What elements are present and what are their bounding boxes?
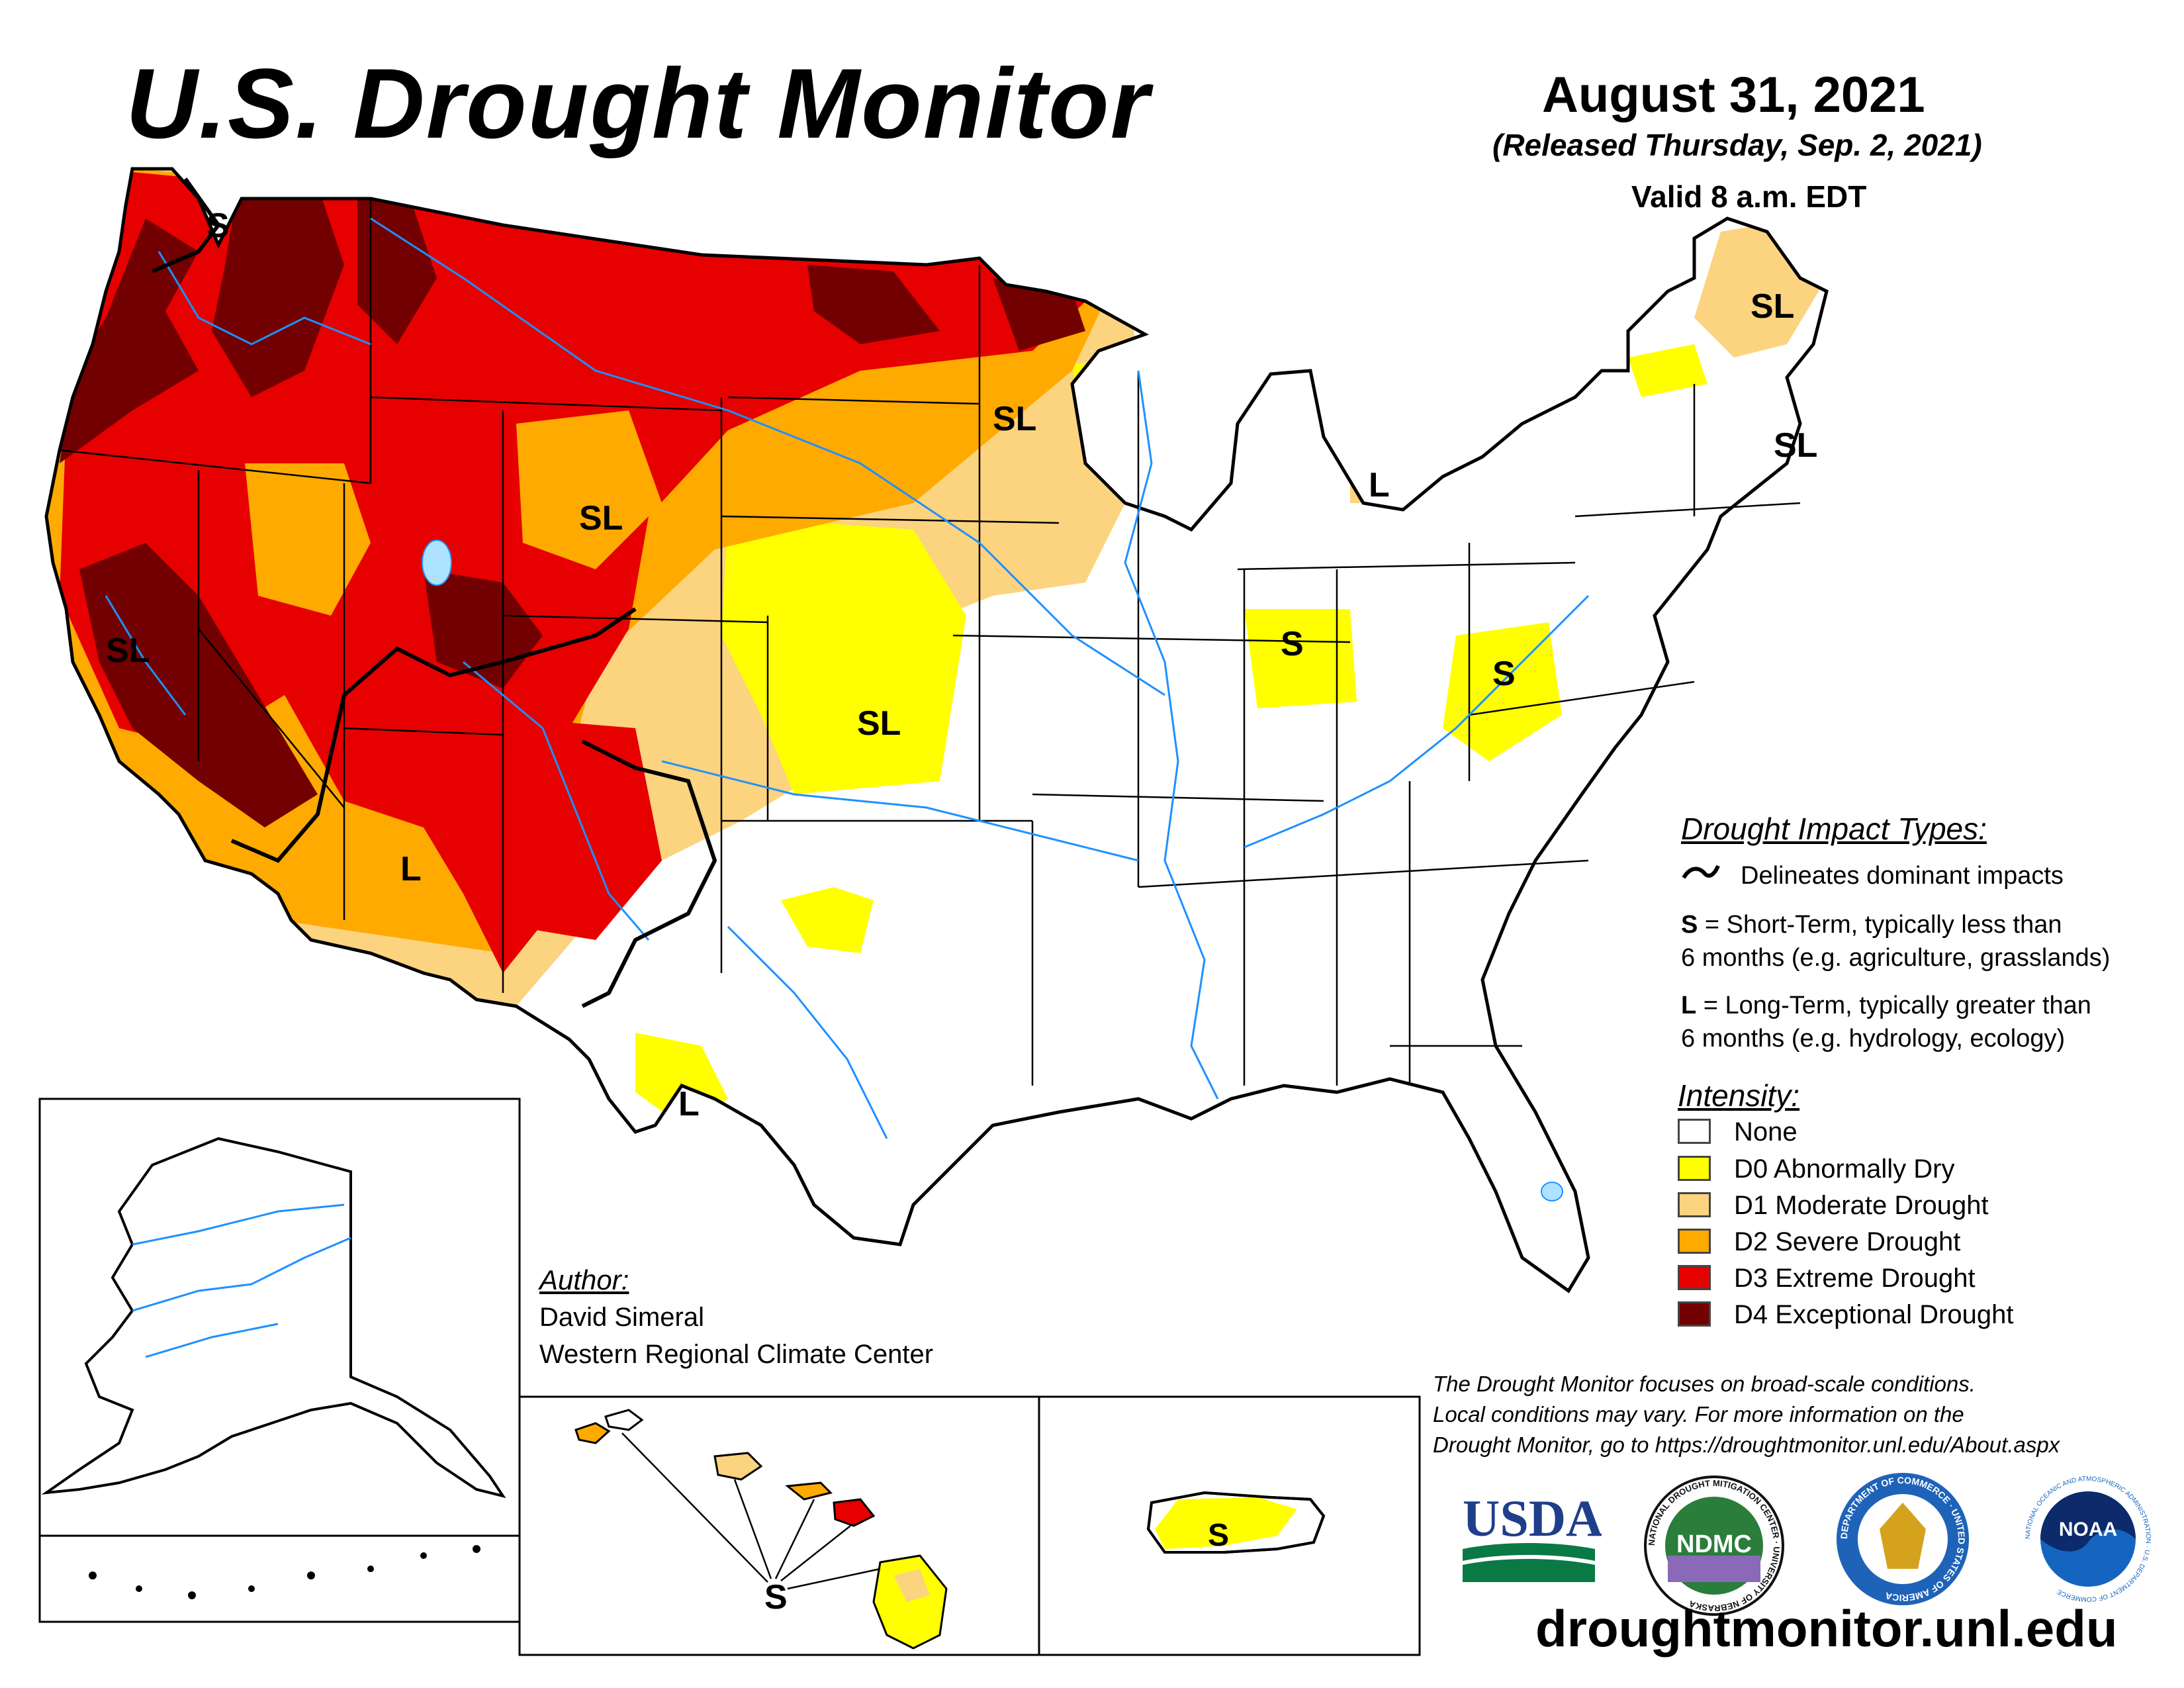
swatch-d0 bbox=[1678, 1156, 1711, 1181]
label-hawaii: S bbox=[764, 1578, 788, 1617]
label-me: SL bbox=[1751, 287, 1794, 326]
delineation-line-icon bbox=[1682, 865, 1720, 879]
legend-d3: D3 Extreme Drought bbox=[1734, 1264, 1976, 1293]
alaska-inset bbox=[41, 1137, 506, 1599]
intensity-legend: None D0 Abnormally Dry D1 Moderate Droug… bbox=[1678, 1117, 2141, 1344]
author-name: David Simeral bbox=[539, 1303, 704, 1332]
disclaimer-line1: The Drought Monitor focuses on broad-sca… bbox=[1433, 1372, 1976, 1396]
label-wv: S bbox=[1492, 655, 1516, 693]
svg-text:NOAA: NOAA bbox=[2059, 1519, 2117, 1540]
svg-text:NDMC: NDMC bbox=[1676, 1530, 1752, 1558]
noaa-logo: NOAA NATIONAL OCEANIC AND ATMOSPHERIC AD… bbox=[2022, 1473, 2154, 1605]
svg-text:USDA: USDA bbox=[1463, 1489, 1602, 1547]
label-wy: SL bbox=[579, 499, 623, 538]
label-wa: S bbox=[206, 207, 230, 245]
swatch-d1 bbox=[1678, 1192, 1711, 1217]
label-mt-nd: SL bbox=[993, 400, 1036, 438]
short-term-text: S = Short-Term, typically less than 6 mo… bbox=[1681, 911, 2111, 972]
label-in: S bbox=[1281, 625, 1304, 663]
swatch-d2 bbox=[1678, 1229, 1711, 1254]
puerto-rico-inset: S bbox=[1146, 1491, 1326, 1554]
legend-d0: D0 Abnormally Dry bbox=[1734, 1154, 1955, 1184]
label-mi: L bbox=[1369, 466, 1390, 504]
author-org: Western Regional Climate Center bbox=[539, 1340, 934, 1369]
swatch-none bbox=[1678, 1119, 1711, 1144]
label-ma: SL bbox=[1774, 426, 1817, 465]
release-date: (Released Thursday, Sep. 2, 2021) bbox=[1492, 128, 1982, 162]
label-az: L bbox=[400, 850, 422, 888]
hawaii-inset: S bbox=[574, 1409, 948, 1650]
label-puerto-rico: S bbox=[1208, 1518, 1229, 1553]
legend-d2: D2 Severe Drought bbox=[1734, 1227, 1961, 1256]
usda-logo: USDA bbox=[1463, 1489, 1602, 1582]
map-date: August 31, 2021 bbox=[1542, 67, 1925, 123]
page-title: U.S. Drought Monitor bbox=[126, 48, 1151, 159]
disclaimer-line3: Drought Monitor, go to https://droughtmo… bbox=[1433, 1432, 2060, 1457]
delineates-text: Delineates dominant impacts bbox=[1741, 862, 2064, 890]
label-tx-west: L bbox=[678, 1085, 700, 1123]
long-term-key: L bbox=[1681, 992, 1697, 1019]
site-url: droughtmonitor.unl.edu bbox=[1535, 1599, 2118, 1658]
label-ca-nv: SL bbox=[106, 632, 150, 670]
intensity-heading: Intensity: bbox=[1678, 1078, 1800, 1113]
ndmc-logo: NDMC NATIONAL DROUGHT MITIGATION CENTER … bbox=[1644, 1476, 1784, 1616]
impact-types-heading: Drought Impact Types: bbox=[1681, 812, 1987, 846]
swatch-d4 bbox=[1678, 1301, 1711, 1327]
rivers bbox=[105, 217, 1590, 1139]
legend-d1: D1 Moderate Drought bbox=[1734, 1191, 1989, 1220]
long-term-text: L = Long-Term, typically greater than 6 … bbox=[1681, 992, 2091, 1053]
swatch-d3 bbox=[1678, 1265, 1711, 1290]
author-heading: Author: bbox=[539, 1264, 629, 1295]
valid-time: Valid 8 a.m. EDT bbox=[1631, 179, 1867, 214]
impact-delineations bbox=[151, 177, 717, 1008]
inset-frames bbox=[38, 1098, 1421, 1656]
legend-d4: D4 Exceptional Drought bbox=[1734, 1300, 2014, 1329]
commerce-logo: DEPARTMENT OF COMMERCE · UNITED STATES O… bbox=[1837, 1473, 1969, 1605]
short-term-key: S bbox=[1681, 911, 1698, 939]
legend-none: None bbox=[1734, 1117, 1797, 1147]
short-term-line2: 6 months (e.g. agriculture, grasslands) bbox=[1681, 944, 2111, 972]
lakes bbox=[422, 539, 1563, 1201]
state-boundaries bbox=[59, 199, 1801, 1086]
long-term-line2: 6 months (e.g. hydrology, ecology) bbox=[1681, 1025, 2066, 1053]
disclaimer-line2: Local conditions may vary. For more info… bbox=[1433, 1402, 1964, 1427]
label-co-ks: SL bbox=[857, 704, 901, 743]
